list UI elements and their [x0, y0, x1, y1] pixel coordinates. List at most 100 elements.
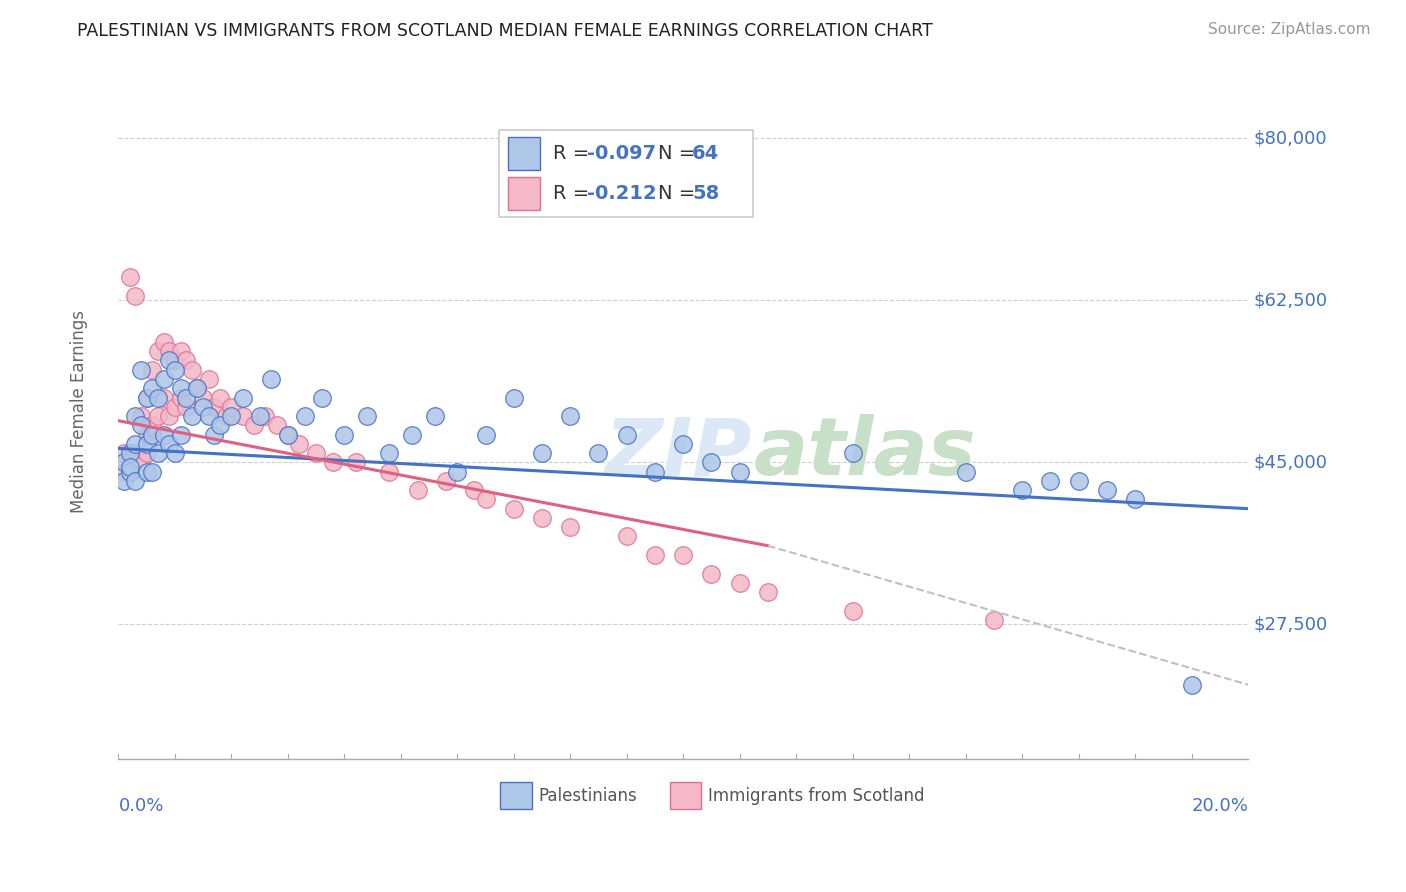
Point	[169, 344, 191, 359]
Point	[305, 446, 328, 460]
Point	[141, 465, 163, 479]
Point	[728, 465, 751, 479]
Point	[202, 427, 225, 442]
Point	[146, 344, 169, 359]
Point	[672, 548, 695, 562]
Point	[118, 465, 141, 479]
Point	[423, 409, 446, 423]
Point	[983, 613, 1005, 627]
Point	[157, 437, 180, 451]
Text: 58: 58	[692, 184, 720, 202]
Point	[169, 427, 191, 442]
Point	[644, 465, 666, 479]
Point	[174, 353, 197, 368]
Text: Palestinians: Palestinians	[538, 787, 637, 805]
Point	[221, 400, 243, 414]
Point	[112, 455, 135, 469]
Point	[141, 381, 163, 395]
Text: 64: 64	[692, 145, 720, 163]
Point	[157, 353, 180, 368]
Text: Source: ZipAtlas.com: Source: ZipAtlas.com	[1208, 22, 1371, 37]
Text: Median Female Earnings: Median Female Earnings	[70, 310, 87, 513]
Point	[560, 520, 582, 534]
Point	[180, 409, 202, 423]
Point	[118, 270, 141, 285]
Point	[474, 492, 496, 507]
Point	[163, 363, 186, 377]
Point	[841, 446, 863, 460]
Point	[169, 381, 191, 395]
Point	[118, 460, 141, 475]
Point	[146, 391, 169, 405]
Point	[277, 427, 299, 442]
Point	[221, 409, 243, 423]
Text: N =: N =	[658, 184, 702, 202]
Point	[232, 391, 254, 405]
Point	[406, 483, 429, 498]
Point	[186, 381, 208, 395]
Point	[1067, 474, 1090, 488]
Point	[157, 344, 180, 359]
Point	[588, 446, 610, 460]
Point	[112, 474, 135, 488]
Point	[141, 427, 163, 442]
Point	[146, 446, 169, 460]
Point	[616, 529, 638, 543]
Point	[728, 575, 751, 590]
Text: Immigrants from Scotland: Immigrants from Scotland	[709, 787, 925, 805]
Point	[197, 409, 219, 423]
Point	[378, 465, 401, 479]
Point	[530, 511, 553, 525]
Point	[141, 418, 163, 433]
Point	[124, 474, 146, 488]
FancyBboxPatch shape	[501, 782, 531, 809]
Point	[434, 474, 457, 488]
Point	[502, 501, 524, 516]
Point	[129, 363, 152, 377]
Point	[311, 391, 333, 405]
Point	[135, 391, 157, 405]
Point	[1011, 483, 1033, 498]
Text: $80,000: $80,000	[1254, 129, 1327, 147]
Point	[152, 391, 174, 405]
Point	[191, 391, 214, 405]
Point	[124, 288, 146, 302]
Point	[152, 427, 174, 442]
Point	[322, 455, 344, 469]
Point	[1039, 474, 1062, 488]
Point	[209, 391, 232, 405]
Point	[129, 455, 152, 469]
Text: 20.0%: 20.0%	[1191, 797, 1249, 815]
Point	[174, 391, 197, 405]
Point	[266, 418, 288, 433]
Point	[215, 409, 238, 423]
Point	[180, 363, 202, 377]
Text: -0.097: -0.097	[588, 145, 657, 163]
Point	[1123, 492, 1146, 507]
Point	[169, 391, 191, 405]
Point	[294, 409, 316, 423]
Point	[260, 372, 283, 386]
Text: $62,500: $62,500	[1254, 292, 1327, 310]
Point	[700, 455, 723, 469]
Point	[152, 334, 174, 349]
Point	[118, 465, 141, 479]
Point	[530, 446, 553, 460]
Point	[157, 409, 180, 423]
Point	[135, 437, 157, 451]
Point	[129, 418, 152, 433]
Text: $45,000: $45,000	[1254, 453, 1327, 471]
Point	[344, 455, 367, 469]
FancyBboxPatch shape	[508, 177, 540, 210]
Point	[243, 418, 266, 433]
Point	[112, 446, 135, 460]
Point	[163, 353, 186, 368]
Point	[174, 400, 197, 414]
Point	[254, 409, 277, 423]
FancyBboxPatch shape	[499, 130, 754, 217]
Point	[700, 566, 723, 581]
Point	[135, 391, 157, 405]
Point	[1095, 483, 1118, 498]
Point	[356, 409, 378, 423]
Point	[141, 363, 163, 377]
